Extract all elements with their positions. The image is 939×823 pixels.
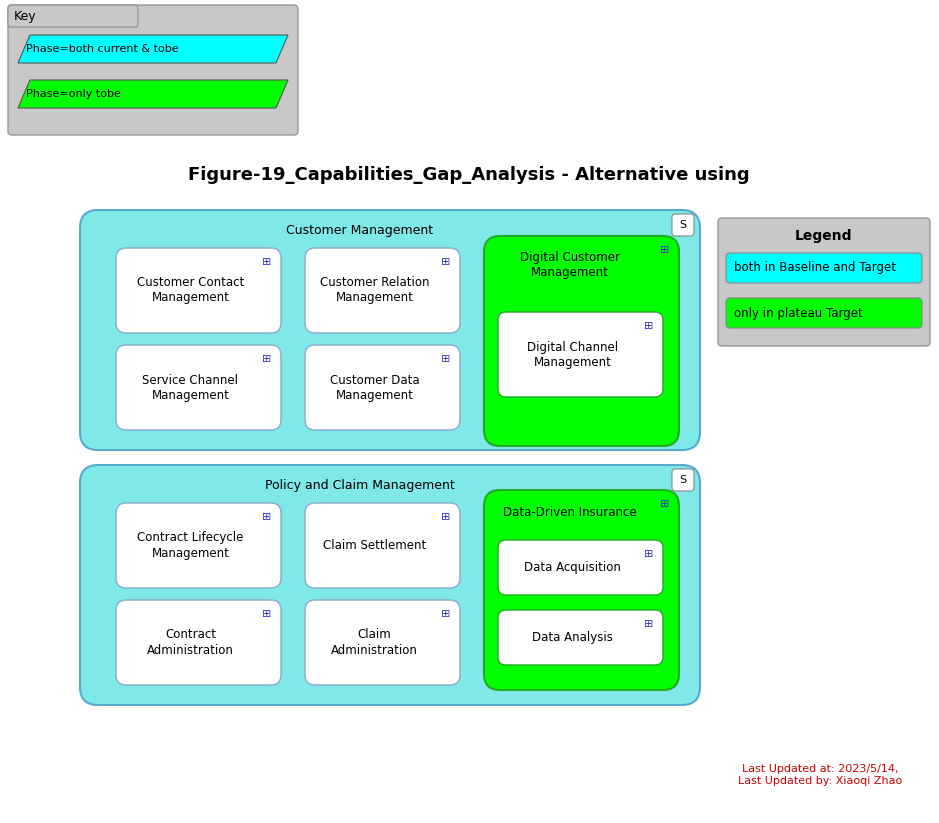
Polygon shape	[18, 80, 288, 108]
Text: Customer Contact
Management: Customer Contact Management	[137, 277, 244, 305]
Text: Phase=both current & tobe: Phase=both current & tobe	[26, 44, 178, 54]
Text: Customer Relation
Management: Customer Relation Management	[320, 277, 429, 305]
Text: Data-Driven Insurance: Data-Driven Insurance	[502, 505, 637, 518]
FancyBboxPatch shape	[116, 503, 281, 588]
Text: ⊞: ⊞	[660, 245, 670, 255]
FancyBboxPatch shape	[498, 610, 663, 665]
Text: ⊞: ⊞	[644, 549, 654, 559]
FancyBboxPatch shape	[726, 298, 922, 328]
FancyBboxPatch shape	[726, 253, 922, 283]
FancyBboxPatch shape	[305, 503, 460, 588]
FancyBboxPatch shape	[116, 248, 281, 333]
Text: ⊞: ⊞	[262, 354, 271, 364]
Text: ⊞: ⊞	[644, 619, 654, 629]
Text: ⊞: ⊞	[262, 609, 271, 619]
Text: ⊞: ⊞	[262, 257, 271, 267]
Text: Policy and Claim Management: Policy and Claim Management	[265, 478, 454, 491]
FancyBboxPatch shape	[80, 210, 700, 450]
Text: Contract Lifecycle
Management: Contract Lifecycle Management	[137, 532, 244, 560]
FancyBboxPatch shape	[484, 490, 679, 690]
FancyBboxPatch shape	[116, 600, 281, 685]
Text: Claim Settlement: Claim Settlement	[323, 539, 426, 552]
Text: Last Updated at: 2023/5/14,
Last Updated by: Xiaoqi Zhao: Last Updated at: 2023/5/14, Last Updated…	[738, 765, 902, 786]
Text: ⊞: ⊞	[660, 499, 670, 509]
FancyBboxPatch shape	[8, 5, 138, 27]
FancyBboxPatch shape	[305, 345, 460, 430]
Text: Service Channel
Management: Service Channel Management	[143, 374, 239, 402]
FancyBboxPatch shape	[305, 600, 460, 685]
Text: both in Baseline and Target: both in Baseline and Target	[734, 262, 896, 275]
FancyBboxPatch shape	[498, 540, 663, 595]
FancyBboxPatch shape	[8, 5, 298, 135]
Text: Contract
Administration: Contract Administration	[147, 629, 234, 657]
FancyBboxPatch shape	[718, 218, 930, 346]
FancyBboxPatch shape	[672, 469, 694, 491]
Text: Claim
Administration: Claim Administration	[331, 629, 418, 657]
Text: ⊞: ⊞	[441, 257, 451, 267]
Text: Customer Management: Customer Management	[286, 224, 434, 236]
FancyBboxPatch shape	[498, 312, 663, 397]
Text: Digital Channel
Management: Digital Channel Management	[527, 341, 618, 369]
FancyBboxPatch shape	[116, 345, 281, 430]
FancyBboxPatch shape	[80, 465, 700, 705]
Text: S: S	[680, 220, 686, 230]
FancyBboxPatch shape	[484, 236, 679, 446]
Text: S: S	[680, 475, 686, 485]
Text: Figure-19_Capabilities_Gap_Analysis - Alternative using: Figure-19_Capabilities_Gap_Analysis - Al…	[188, 166, 750, 184]
Text: Data Acquisition: Data Acquisition	[524, 561, 621, 574]
Text: Data Analysis: Data Analysis	[532, 631, 613, 644]
Text: Legend: Legend	[795, 229, 853, 243]
Text: Customer Data
Management: Customer Data Management	[330, 374, 420, 402]
FancyBboxPatch shape	[305, 248, 460, 333]
Text: ⊞: ⊞	[262, 512, 271, 522]
Text: ⊞: ⊞	[441, 512, 451, 522]
FancyBboxPatch shape	[672, 214, 694, 236]
Text: ⊞: ⊞	[644, 321, 654, 331]
Text: ⊞: ⊞	[441, 609, 451, 619]
Text: Key: Key	[14, 10, 37, 22]
Text: Phase=only tobe: Phase=only tobe	[26, 89, 121, 99]
Text: Digital Customer
Management: Digital Customer Management	[519, 251, 620, 279]
Text: only in plateau Target: only in plateau Target	[734, 306, 863, 319]
Text: ⊞: ⊞	[441, 354, 451, 364]
Polygon shape	[18, 35, 288, 63]
